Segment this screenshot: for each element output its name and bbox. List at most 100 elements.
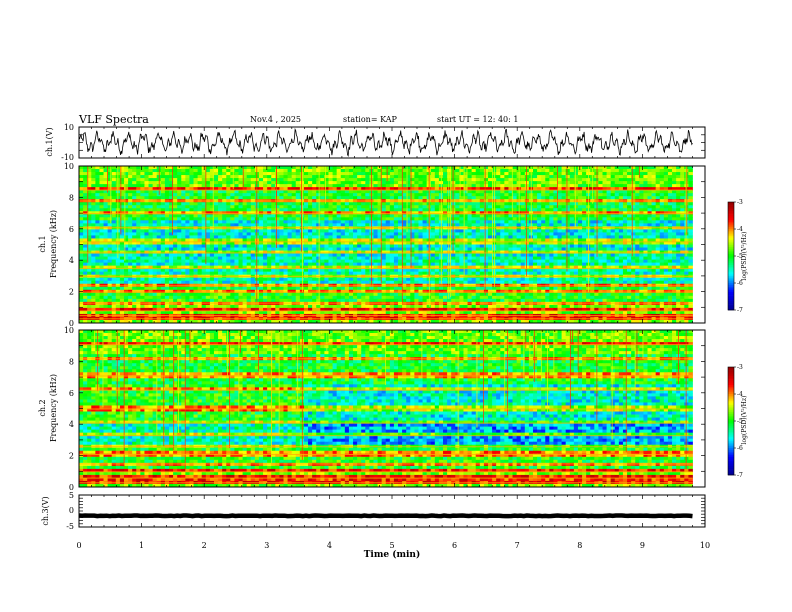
spec-cell xyxy=(283,238,288,242)
spec-cell xyxy=(250,220,256,224)
spec-cell xyxy=(455,202,460,206)
spec-cell xyxy=(463,172,468,176)
spec-cell xyxy=(320,229,325,233)
spec-cell xyxy=(250,181,256,185)
spec-cell xyxy=(365,178,370,182)
spec-cell xyxy=(459,250,464,254)
spec-cell xyxy=(218,223,223,227)
spec-cell xyxy=(377,205,383,209)
spec-cell xyxy=(140,241,145,245)
ch1-series-line xyxy=(79,127,693,157)
spec-cell xyxy=(459,256,464,260)
spec-cell xyxy=(353,166,358,170)
spec-cell xyxy=(209,232,215,236)
spec-cell xyxy=(516,259,522,264)
spec-cell xyxy=(577,193,583,197)
spec-cell xyxy=(316,253,321,257)
spec-cell xyxy=(242,217,248,221)
spec-cell xyxy=(201,235,207,239)
spec-cell xyxy=(614,223,620,227)
spec-cell xyxy=(430,244,436,248)
spec-cell xyxy=(168,205,174,209)
spec-cell xyxy=(598,211,603,215)
spec-cell xyxy=(271,175,276,179)
spec-cell xyxy=(602,259,607,264)
spec-cell xyxy=(590,253,595,257)
spec-cell xyxy=(455,205,460,209)
spec-cell xyxy=(553,214,558,218)
spec-cell xyxy=(430,211,436,215)
spec-cell xyxy=(487,172,493,176)
spec-cell xyxy=(614,181,620,185)
spec-cell xyxy=(524,214,530,218)
spec-cell xyxy=(111,259,117,264)
spec-cell xyxy=(524,232,530,236)
spec-cell xyxy=(234,208,239,212)
spec-cell xyxy=(177,205,182,209)
spec-cell xyxy=(487,190,493,194)
spec-cell xyxy=(87,184,92,188)
spec-cell xyxy=(467,190,473,194)
spec-cell xyxy=(447,220,452,224)
spec-cell xyxy=(213,187,219,191)
spec-cell xyxy=(463,235,468,239)
spec-cell xyxy=(177,244,182,248)
spec-cell xyxy=(483,178,489,182)
spec-cell xyxy=(398,211,403,215)
spec-cell xyxy=(406,205,411,209)
spec-cell xyxy=(496,259,501,264)
spec-cell xyxy=(185,238,190,242)
spec-cell xyxy=(590,214,595,218)
spec-cell xyxy=(267,262,272,267)
spec-cell xyxy=(348,256,354,260)
spec-cell xyxy=(123,247,129,251)
spec-cell xyxy=(79,172,84,176)
spec-cell xyxy=(205,220,211,224)
spec-cell xyxy=(520,166,526,170)
spec-cell xyxy=(336,256,342,260)
spec-cell xyxy=(87,256,92,260)
spec-cell xyxy=(537,259,542,264)
spec-cell xyxy=(324,241,329,245)
spec-cell xyxy=(185,169,190,173)
spec-cell xyxy=(107,223,113,227)
spec-cell xyxy=(443,166,448,170)
spec-cell xyxy=(213,241,219,245)
spec-cell xyxy=(242,238,248,242)
spec-cell xyxy=(381,232,387,236)
spec-cell xyxy=(128,202,133,206)
spec-cell xyxy=(614,175,620,179)
spec-cell xyxy=(590,256,595,260)
spec-cell xyxy=(590,259,595,264)
spec-cell xyxy=(230,190,235,194)
spec-cell xyxy=(508,253,513,257)
spec-cell xyxy=(455,184,460,188)
spec-cell xyxy=(128,247,133,251)
spec-cell xyxy=(545,229,550,233)
spec-cell xyxy=(532,232,538,236)
spec-cell xyxy=(655,229,661,233)
spec-cell xyxy=(463,232,468,236)
spec-cell xyxy=(238,166,243,170)
spec-cell xyxy=(123,232,129,236)
spec-cell xyxy=(263,178,268,182)
spec-cell xyxy=(357,190,362,194)
spec-cell xyxy=(320,184,325,188)
spec-cell xyxy=(667,241,673,245)
spec-cell xyxy=(275,229,280,233)
spec-cell xyxy=(340,211,346,215)
spec-cell xyxy=(308,244,313,248)
spec-cell xyxy=(87,190,92,194)
spec-cell xyxy=(140,184,145,188)
spec-cell xyxy=(209,178,215,182)
spec-cell xyxy=(573,235,579,239)
spec-cell xyxy=(156,259,162,264)
spec-cell xyxy=(136,229,141,233)
spec-cell xyxy=(132,241,137,245)
spec-cell xyxy=(516,244,522,248)
spec-cell xyxy=(594,250,599,254)
spec-cell xyxy=(205,211,211,215)
spec-cell xyxy=(680,181,685,185)
spec-cell xyxy=(483,229,489,233)
spec-cell xyxy=(91,229,96,233)
